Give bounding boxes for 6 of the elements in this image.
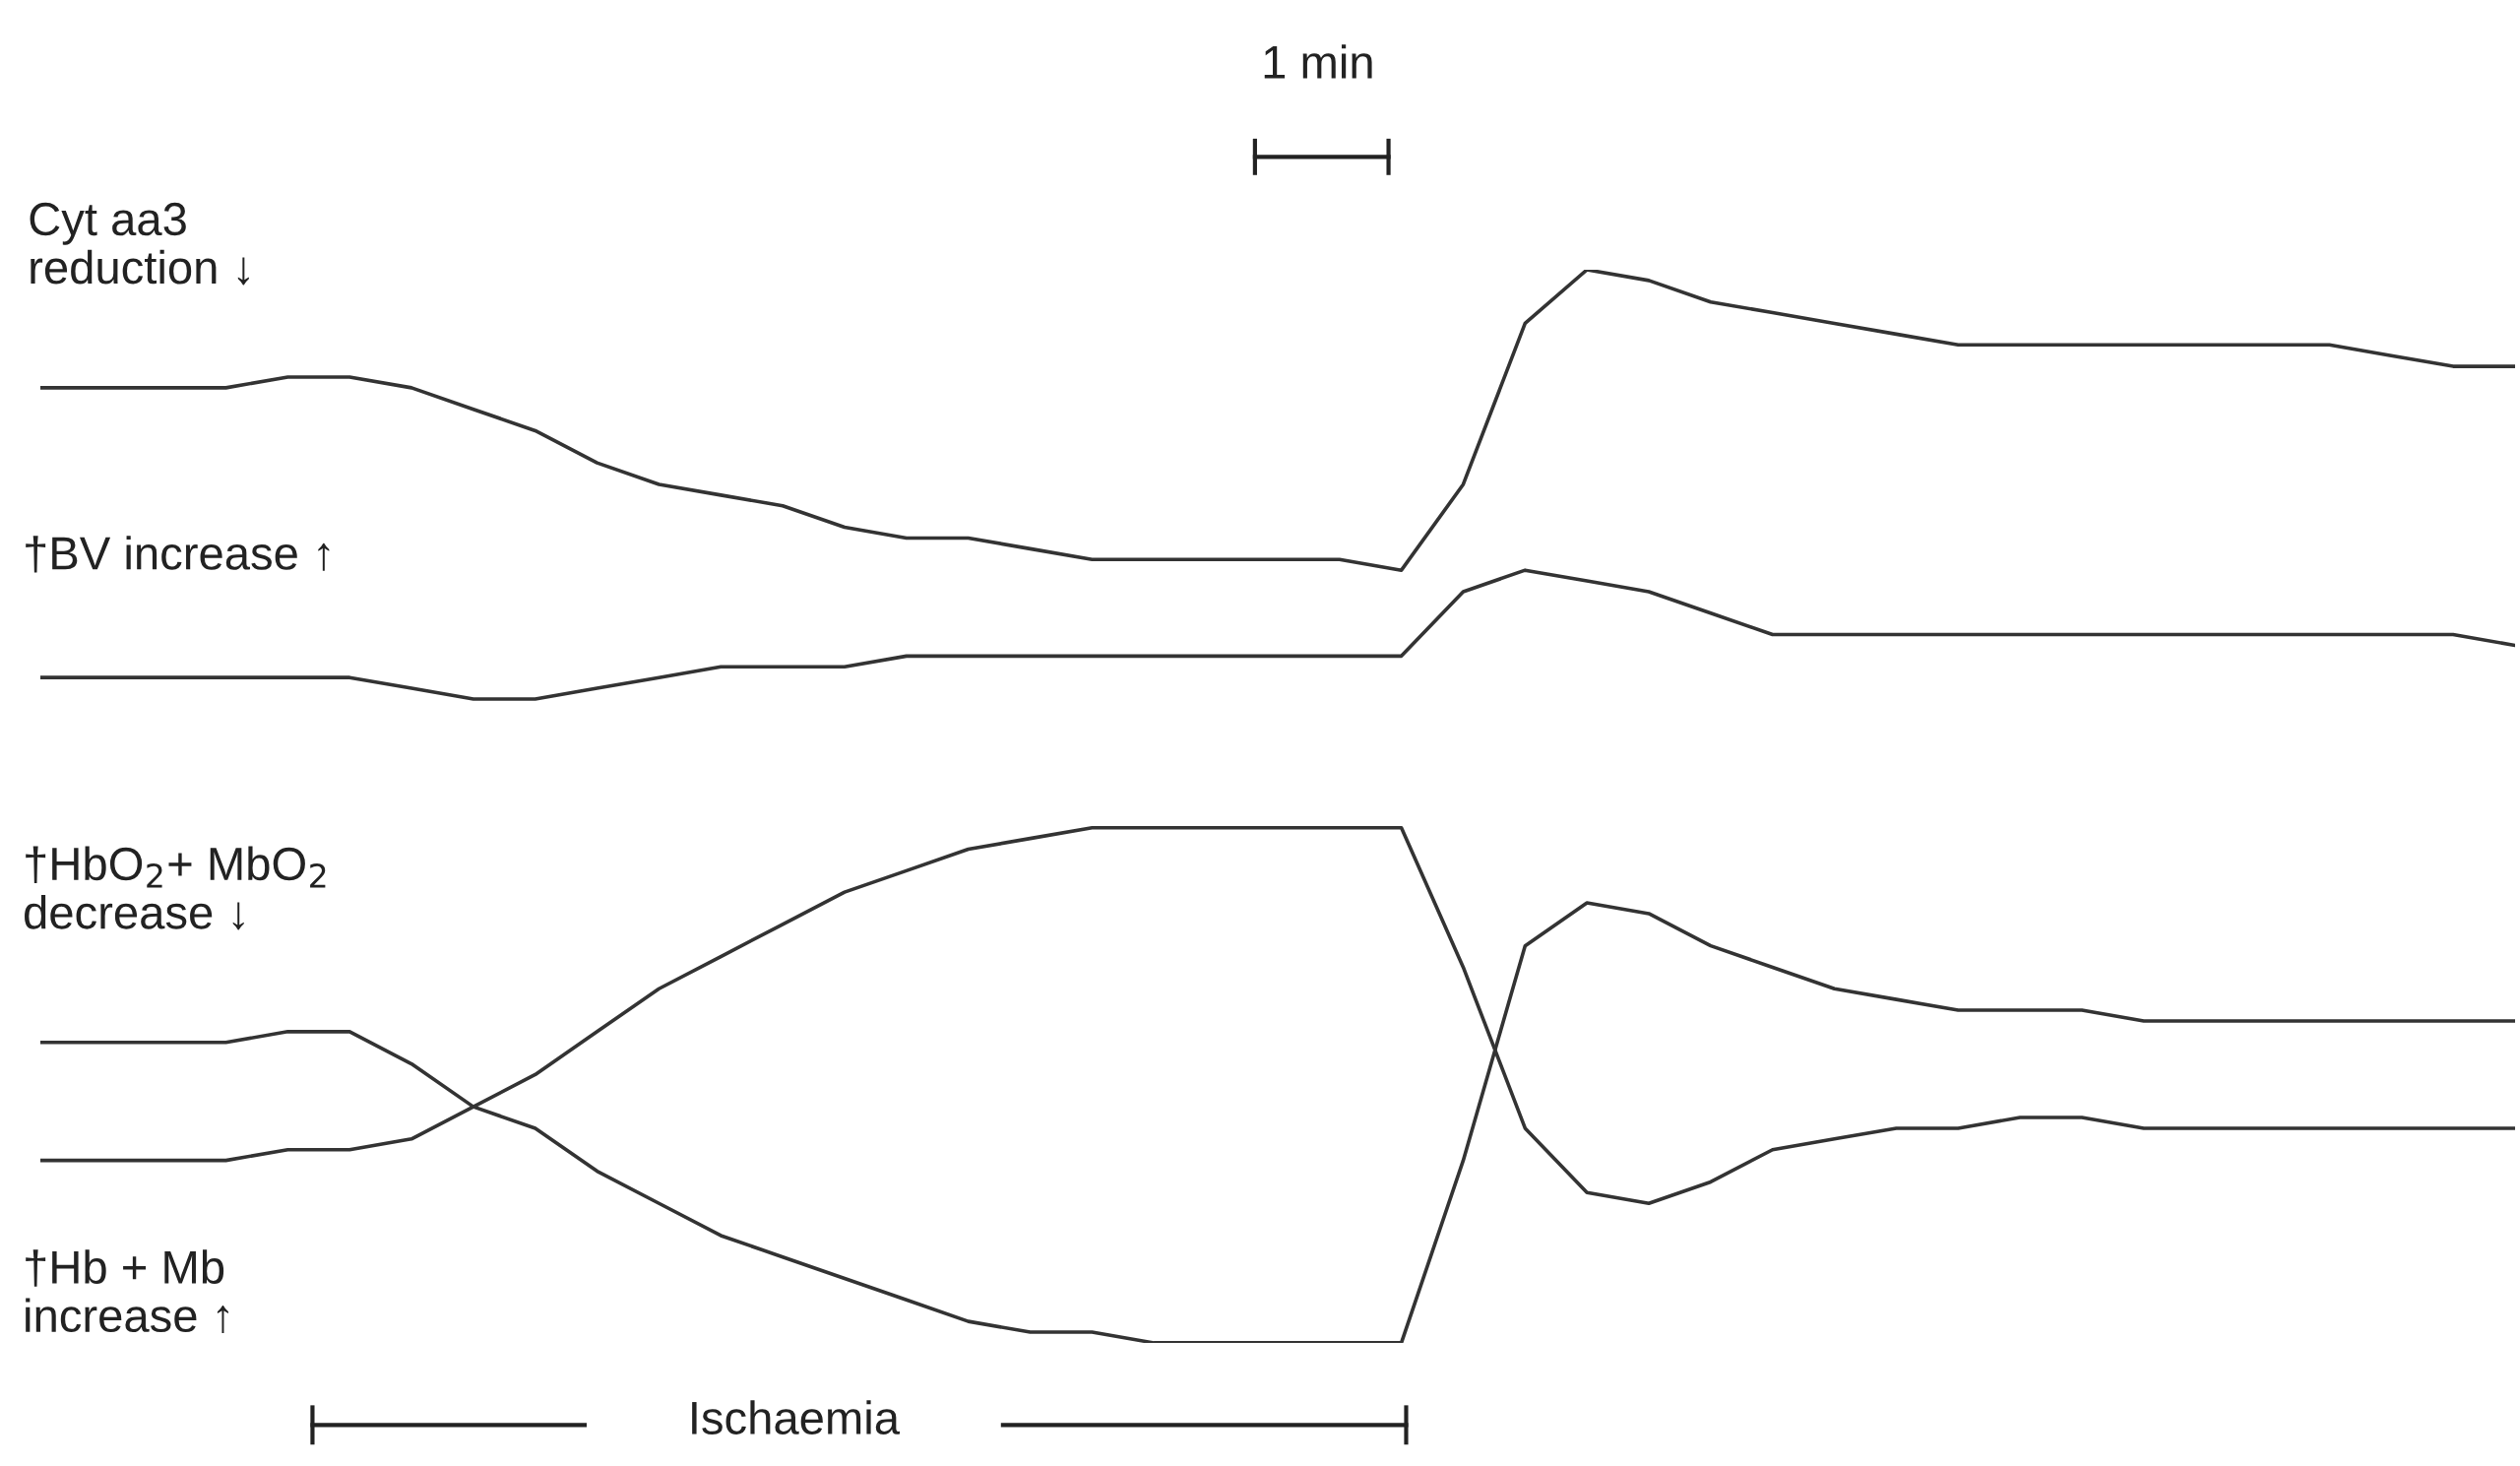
series-label: †Hb + Mb increase ↑ [26,1249,228,1334]
text: Cyt aa3 reduction ↓ [30,202,249,286]
text: 1 min [1264,44,1372,79]
text: †BV increase ↑ [26,536,330,573]
text: Ischaemia [692,1400,901,1435]
text: †HbO$_{2}$+ MbO$_{2}$ decrease ↓ [25,846,326,930]
